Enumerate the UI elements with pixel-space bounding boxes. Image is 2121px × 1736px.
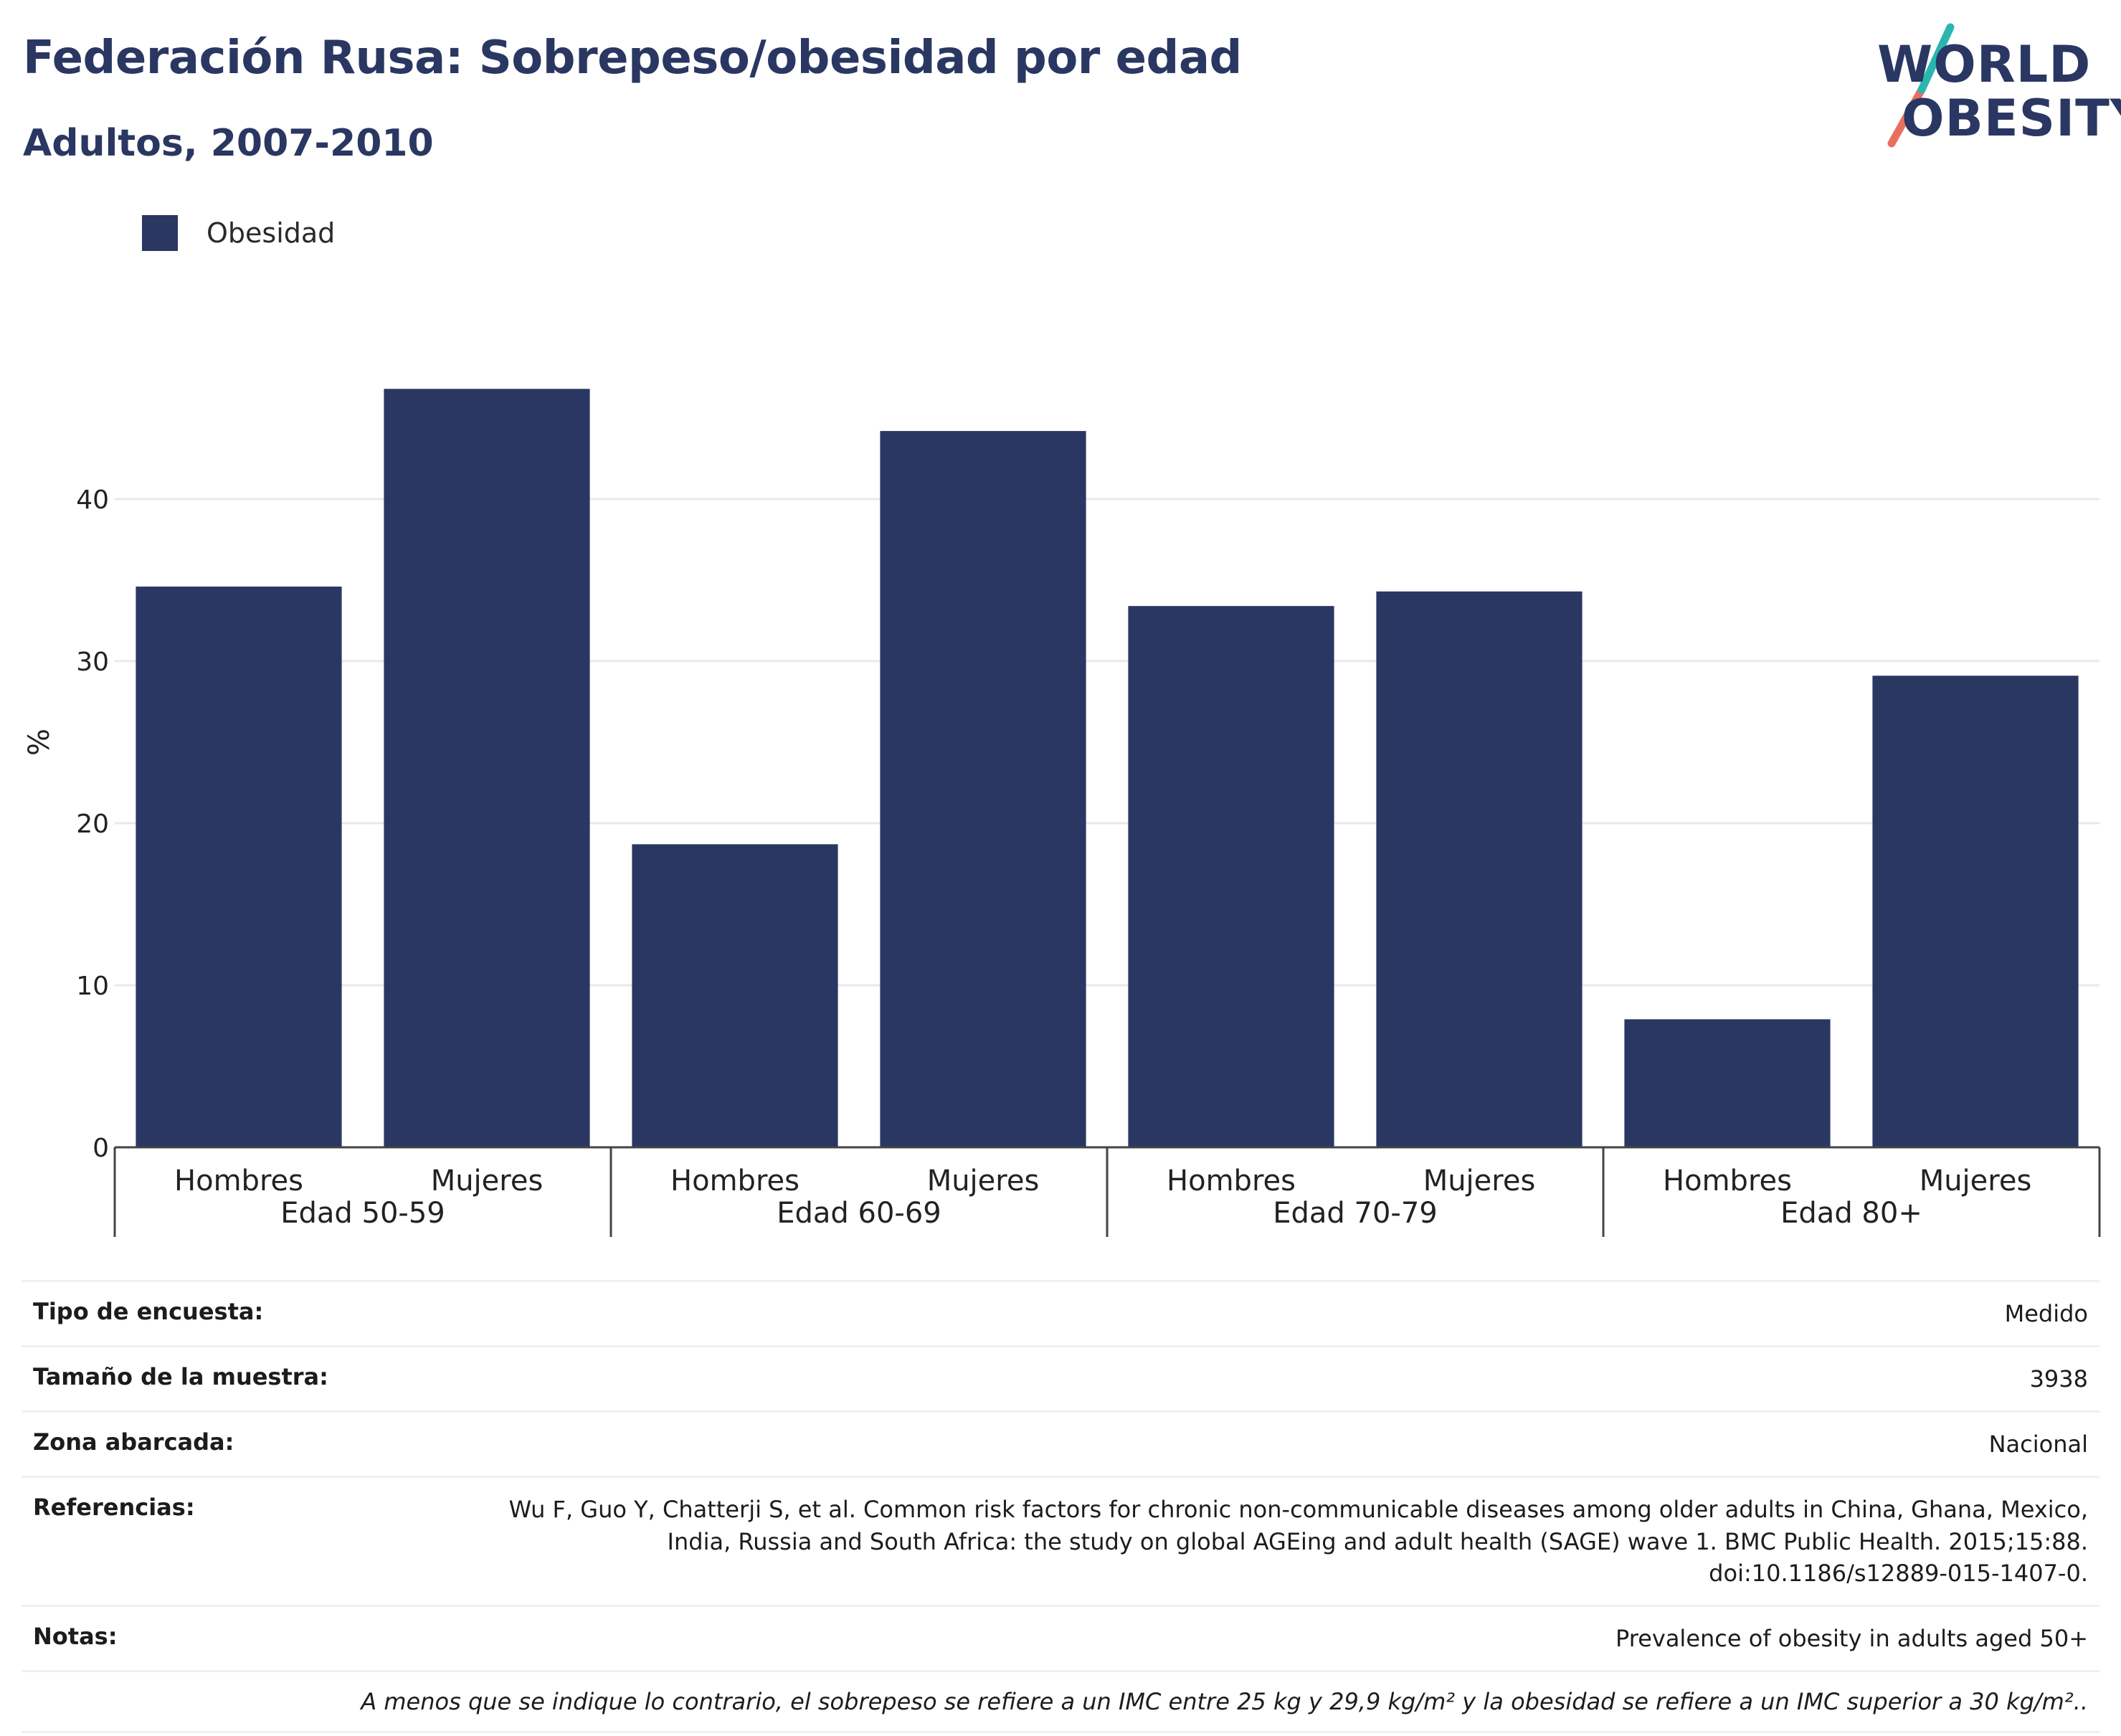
bar bbox=[1872, 675, 2079, 1147]
info-value-line: 3938 bbox=[2029, 1365, 2088, 1393]
bar bbox=[384, 389, 590, 1147]
info-row: Notas: Prevalence of obesity in adults ag… bbox=[22, 1604, 2099, 1671]
info-value-line: Prevalence of obesity in adults aged 50+ bbox=[1615, 1624, 2088, 1652]
bar bbox=[880, 431, 1086, 1147]
info-key: Notas: bbox=[22, 1604, 475, 1671]
x-tick-label: Hombres bbox=[670, 1165, 799, 1197]
survey-info-table: Tipo de encuesta: Medido Tamaño de la mues… bbox=[22, 1279, 2099, 1734]
info-value: Prevalence of obesity in adults aged 50+ bbox=[475, 1604, 2099, 1671]
y-tick-label: 0 bbox=[92, 1134, 109, 1163]
info-value-line: Nacional bbox=[1988, 1431, 2088, 1458]
bar bbox=[632, 844, 838, 1147]
world-obesity-logo: WORLD OBESITY bbox=[1864, 22, 2121, 151]
x-tick-label: Mujeres bbox=[431, 1165, 544, 1197]
logo-line-2: OBESITY bbox=[1902, 89, 2121, 148]
x-tick-label: Hombres bbox=[1167, 1165, 1296, 1197]
info-value: Medido bbox=[475, 1279, 2099, 1347]
group-label: Edad 50-59 bbox=[280, 1197, 445, 1230]
y-tick-label: 30 bbox=[76, 648, 109, 677]
x-tick-label: Mujeres bbox=[1423, 1165, 1536, 1197]
info-value-line: Wu F, Guo Y, Chatterji S, et al. Common … bbox=[508, 1496, 2088, 1524]
info-key: Tipo de encuesta: bbox=[22, 1279, 475, 1347]
y-tick-label: 10 bbox=[76, 972, 109, 1001]
info-value: Wu F, Guo Y, Chatterji S, et al. Common … bbox=[475, 1476, 2099, 1606]
info-row: Referencias: Wu F, Guo Y, Chatterji S, et… bbox=[22, 1476, 2099, 1606]
group-label: Edad 80+ bbox=[1780, 1197, 1922, 1230]
info-key: Referencias: bbox=[22, 1476, 475, 1606]
bar bbox=[1128, 606, 1334, 1147]
info-value-line: India, Russia and South Africa: the stud… bbox=[667, 1527, 2088, 1555]
bar bbox=[1376, 591, 1583, 1147]
group-label: Edad 60-69 bbox=[777, 1197, 941, 1230]
x-tick-label: Mujeres bbox=[927, 1165, 1040, 1197]
logo-slash-icon bbox=[1887, 23, 1955, 148]
legend-swatch bbox=[142, 215, 178, 251]
x-tick-label: Hombres bbox=[1663, 1165, 1792, 1197]
footnote: A menos que se indique lo contrario, el … bbox=[22, 1670, 2099, 1734]
y-tick-label: 20 bbox=[76, 810, 109, 839]
y-axis-label: % bbox=[23, 729, 56, 756]
y-tick-label: 40 bbox=[76, 485, 109, 515]
chart-title: Federación Rusa: Sobrepeso/obesidad por … bbox=[23, 32, 1242, 85]
info-key: Zona abarcada: bbox=[22, 1410, 475, 1477]
info-value: 3938 bbox=[475, 1345, 2099, 1412]
bar bbox=[136, 587, 342, 1147]
bar bbox=[1624, 1019, 1831, 1147]
info-value-line: doi:10.1186/s12889-015-1407-0. bbox=[1709, 1559, 2088, 1587]
footnote-row: A menos que se indique lo contrario, el … bbox=[22, 1670, 2099, 1734]
info-value: Nacional bbox=[475, 1410, 2099, 1477]
info-key: Tamaño de la muestra: bbox=[22, 1345, 475, 1412]
info-row: Tipo de encuesta: Medido bbox=[22, 1279, 2099, 1347]
group-label: Edad 70-79 bbox=[1273, 1197, 1438, 1230]
bar-chart: 0 10 20 30 40% Hombres Mujeres Hombres Mujeres Ho… bbox=[23, 389, 2101, 1237]
x-tick-label: Mujeres bbox=[1920, 1165, 2032, 1197]
legend[interactable]: Obesidad bbox=[142, 215, 335, 251]
info-value-line: Medido bbox=[2004, 1300, 2088, 1327]
x-tick-label: Hombres bbox=[174, 1165, 303, 1197]
logo-line-1: WORLD bbox=[1877, 35, 2092, 94]
info-row: Zona abarcada: Nacional bbox=[22, 1410, 2099, 1477]
chart-subtitle: Adultos, 2007-2010 bbox=[23, 122, 434, 165]
legend-label: Obesidad bbox=[207, 217, 336, 249]
info-row: Tamaño de la muestra: 3938 bbox=[22, 1345, 2099, 1412]
